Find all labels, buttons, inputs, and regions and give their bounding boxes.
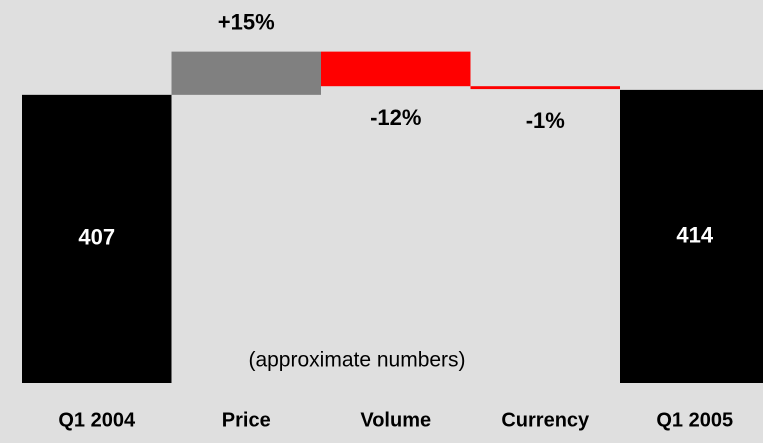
value-label: -12%	[370, 105, 421, 130]
bar	[470, 86, 620, 90]
value-label: 414	[676, 222, 713, 247]
x-tick-label: Volume	[360, 409, 431, 431]
x-tick-label: Q1 2005	[656, 409, 733, 431]
x-tick-label: Currency	[501, 409, 590, 431]
bar	[321, 51, 471, 87]
bar	[22, 94, 172, 384]
value-label: 407	[78, 225, 115, 250]
value-label: +15%	[218, 9, 275, 34]
x-tick-label: Price	[222, 409, 271, 431]
value-label: -1%	[526, 108, 565, 133]
annotation: (approximate numbers)	[248, 349, 465, 372]
x-tick-label: Q1 2004	[58, 409, 136, 431]
bar	[171, 51, 321, 95]
bar	[620, 89, 763, 383]
